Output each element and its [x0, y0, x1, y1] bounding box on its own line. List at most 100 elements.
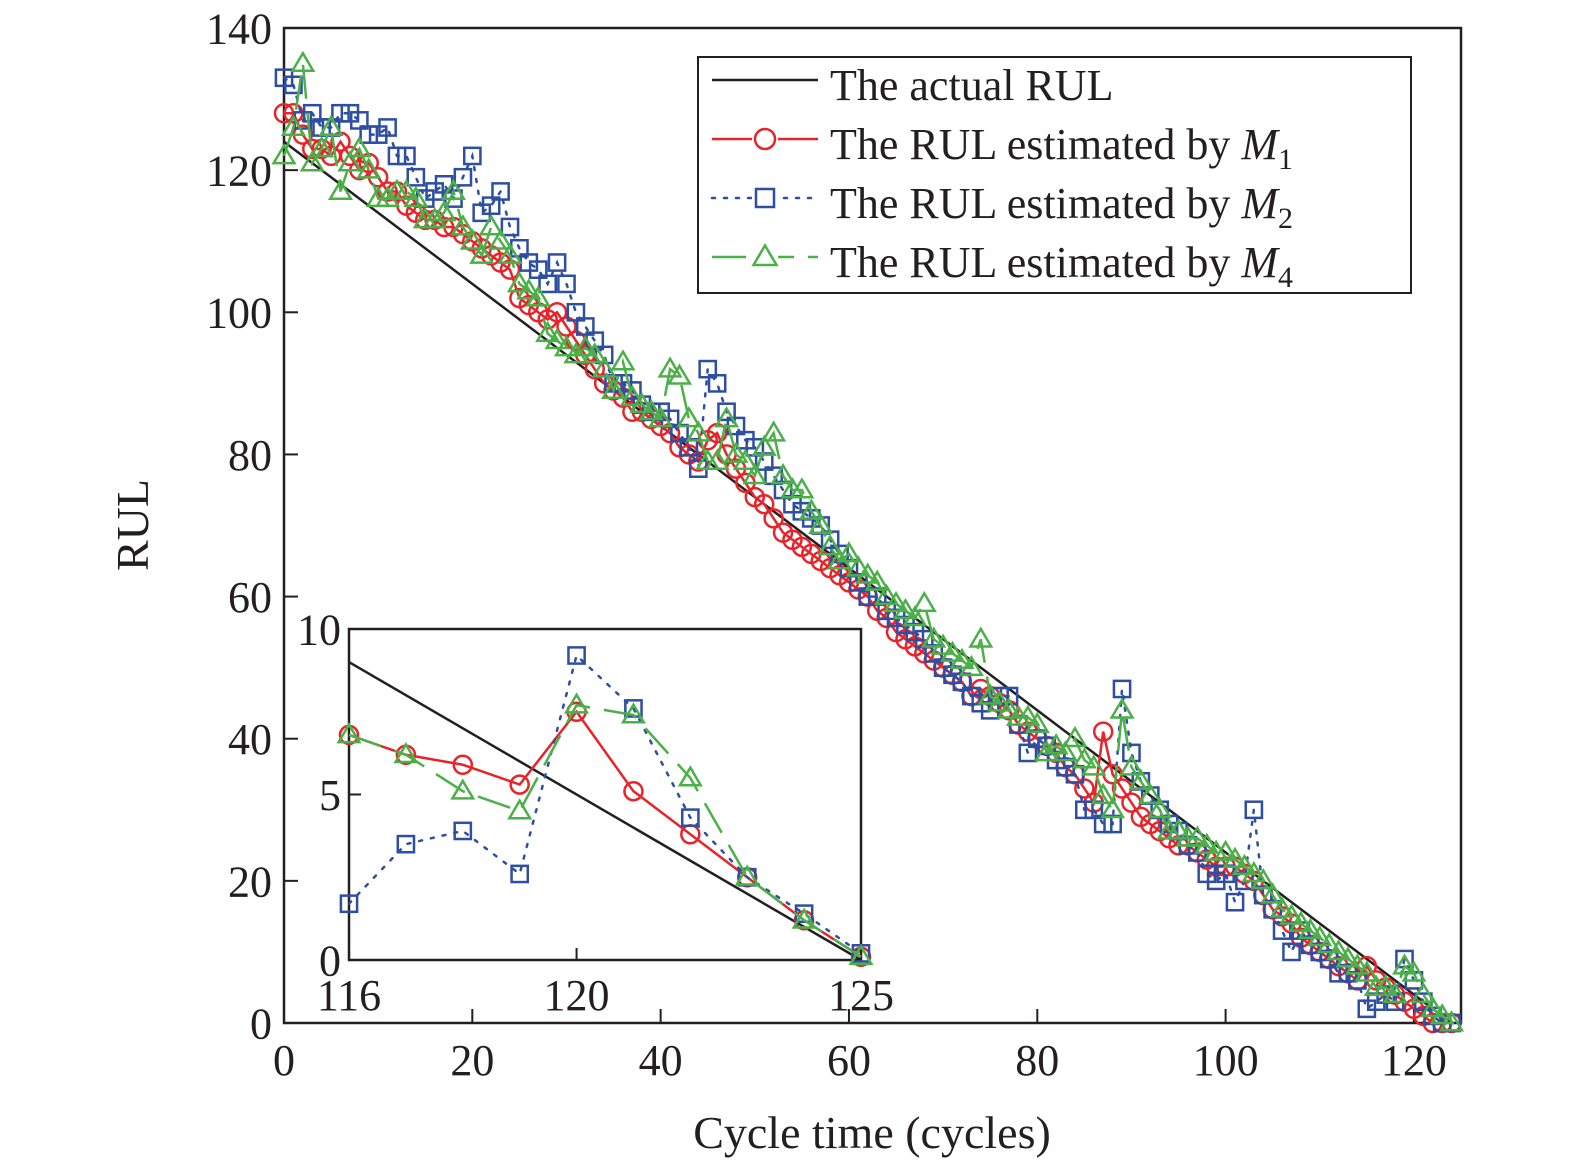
- main-series-3-point: [1269, 896, 1295, 918]
- main-series-3-point: [1194, 832, 1220, 854]
- main-x-tick-label: 120: [1381, 1036, 1447, 1085]
- main-series-2-point: [387, 146, 407, 166]
- main-series-2-point: [284, 75, 303, 95]
- main-series-2-point: [481, 196, 501, 216]
- main-series-3-point: [864, 569, 890, 591]
- main-series-3-point: [1015, 704, 1041, 726]
- main-series-3-point: [582, 342, 608, 364]
- main-series-2-point: [1112, 679, 1132, 699]
- main-series-3-point: [1439, 1010, 1465, 1032]
- main-series-3-point: [714, 406, 740, 428]
- main-series-2-point: [557, 274, 576, 294]
- inset-x-tick-label: 120: [544, 971, 610, 1020]
- main-x-tick-label: 0: [273, 1036, 295, 1085]
- inset-y-tick-label: 10: [297, 605, 341, 654]
- main-y-tick-label: 80: [228, 431, 272, 480]
- main-series-3-point: [902, 605, 928, 627]
- main-series-3-point: [403, 185, 429, 208]
- main-series-3-point: [572, 335, 598, 357]
- main-series-3-point: [356, 157, 382, 179]
- main-y-tick-label: 60: [228, 573, 272, 622]
- main-series-3-point: [1316, 932, 1342, 954]
- main-series-3-point: [1118, 754, 1144, 776]
- main-series-3-point: [318, 114, 344, 136]
- inset-plot-area: [336, 646, 874, 967]
- main-series-3-point: [648, 406, 674, 428]
- main-series-3-point: [469, 242, 495, 264]
- main-series-3-point: [290, 50, 316, 73]
- main-series-3-point: [798, 498, 824, 520]
- legend-box: [697, 56, 1412, 294]
- inset-series-3-point: [848, 943, 874, 966]
- inset-series-3-point: [734, 864, 760, 886]
- main-series-1-point: [499, 259, 521, 280]
- main-series-line-2: [282, 76, 1453, 1025]
- inset-series-3-point: [677, 765, 703, 787]
- main-series-3-point: [280, 114, 306, 136]
- main-series-2-point: [698, 359, 718, 379]
- main-series-3-point: [1071, 747, 1097, 769]
- inset-axis-ticks: 116 120 125 0 5 10: [297, 605, 894, 1020]
- inset-series-3-point: [336, 722, 362, 744]
- main-series-2-point: [302, 103, 322, 123]
- main-series-1-point: [584, 358, 605, 380]
- main-series-3-point: [1109, 697, 1135, 719]
- main-series-1-point: [1092, 721, 1114, 742]
- main-series-3-point: [431, 199, 457, 222]
- main-series-3-point: [1081, 754, 1107, 776]
- legend-marker-3: [751, 243, 779, 267]
- main-series-3-point: [601, 377, 627, 399]
- main-series-3-point: [1222, 846, 1248, 869]
- main-series-3-point: [535, 320, 561, 343]
- main-series-3-point: [638, 398, 664, 421]
- main-series-3-point: [525, 285, 551, 307]
- main-series-1-point: [377, 181, 398, 202]
- legend-marker-1: [753, 127, 777, 151]
- main-series-2-point: [538, 274, 557, 294]
- inset-series-1-point: [509, 774, 530, 795]
- main-series-3-point: [892, 597, 918, 620]
- main-series-3-point: [591, 356, 617, 378]
- main-series-3-point: [375, 185, 401, 208]
- main-series-3-point: [393, 178, 419, 200]
- main-series-3-point: [987, 690, 1013, 712]
- main-series-2-point: [500, 217, 520, 237]
- main-series-3-point: [874, 583, 900, 606]
- main-series-3-point: [704, 448, 730, 471]
- main-series-3-point: [1260, 882, 1286, 904]
- main-series-2-point: [1018, 743, 1038, 763]
- main-series-2-point: [707, 374, 727, 393]
- inset-series-2-point: [339, 894, 359, 914]
- main-series-3-point: [1034, 740, 1060, 762]
- main-series-3-point: [770, 462, 796, 485]
- inset-series-line-3: [348, 703, 862, 958]
- main-series-3-point: [1429, 1003, 1455, 1025]
- inset-series-line-0: [348, 661, 862, 962]
- inset-plot-frame: [347, 627, 863, 962]
- main-x-tick-label: 80: [1015, 1036, 1059, 1085]
- main-series-3-point: [761, 420, 787, 442]
- main-series-3-point: [949, 647, 975, 670]
- legend-marker-2: [754, 187, 776, 209]
- main-series-2-point: [1225, 892, 1245, 912]
- main-series-2-point: [462, 146, 482, 166]
- main-y-tick-label: 40: [228, 715, 272, 764]
- main-series-3-point: [271, 143, 297, 165]
- main-series-3-point: [506, 271, 532, 293]
- main-series-1-point: [1074, 778, 1095, 799]
- main-series-3-point: [346, 136, 372, 158]
- main-series-3-point: [1250, 868, 1276, 890]
- main-series-2-point: [453, 167, 473, 187]
- main-series-2-point: [331, 103, 350, 123]
- main-plot-area: [271, 50, 1465, 1034]
- main-series-3-point: [610, 349, 636, 371]
- main-series-3-point: [553, 335, 580, 357]
- main-series-3-point: [1278, 903, 1305, 925]
- inset-series-3-point: [393, 741, 419, 764]
- main-series-3-point: [685, 420, 711, 442]
- main-series-3-point: [827, 548, 853, 570]
- main-plot-frame: [282, 26, 1463, 1025]
- inset-series-line-2: [347, 653, 863, 955]
- main-series-3-point: [751, 434, 777, 456]
